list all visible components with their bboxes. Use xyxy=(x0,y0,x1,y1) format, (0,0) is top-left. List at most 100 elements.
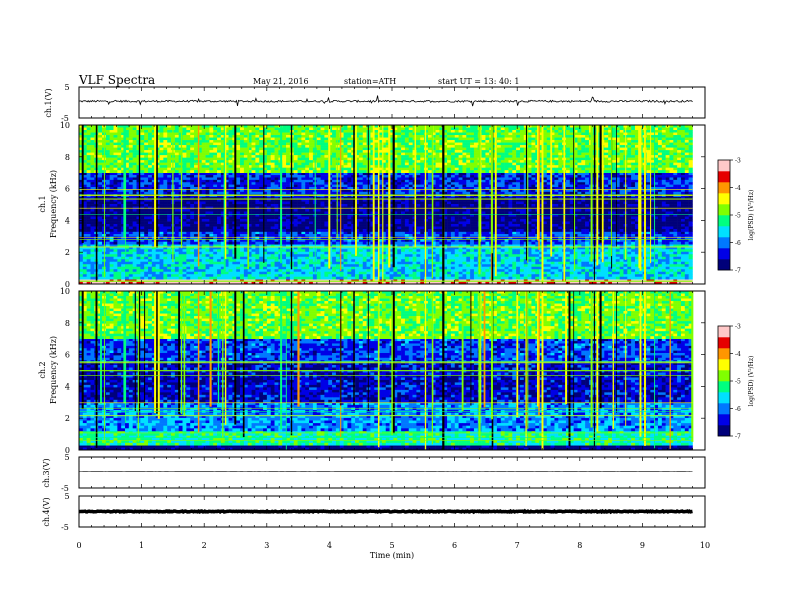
spectrogram-cell xyxy=(335,231,341,235)
spectrogram-cell xyxy=(266,259,272,263)
spectrogram-cell xyxy=(466,211,471,215)
spectrogram-cell xyxy=(569,209,574,212)
spectrogram-cell xyxy=(132,264,137,268)
spectrogram-cell xyxy=(297,269,302,273)
spectrogram-cell xyxy=(79,256,84,260)
spectrogram-cell xyxy=(374,201,379,205)
spectrogram-cell xyxy=(673,234,678,237)
spectrogram-cell xyxy=(301,201,306,205)
spectrogram-cell xyxy=(404,236,410,240)
spectrogram-cell xyxy=(82,266,87,270)
spectrogram-cell xyxy=(646,276,651,280)
spectrogram-cell xyxy=(512,241,517,245)
spectrogram-cell xyxy=(508,234,513,237)
spectrogram-cell xyxy=(374,269,379,273)
spectrogram-cell xyxy=(240,259,245,263)
spectrogram-cell xyxy=(565,236,571,240)
spectrogram-cell xyxy=(90,266,95,270)
spectrogram-cell xyxy=(454,274,459,278)
spectrogram-cell xyxy=(266,219,272,222)
spectrogram-cell xyxy=(673,271,678,275)
spectrogram-cell xyxy=(316,256,321,260)
spectrogram-cell xyxy=(550,264,555,268)
spectrogram-cell xyxy=(485,259,490,263)
spectrogram-cell xyxy=(454,269,459,273)
spectrogram-cell xyxy=(263,276,268,280)
spectrogram-cell xyxy=(167,204,172,207)
spectrogram-cell xyxy=(335,241,341,245)
spectrogram-cell xyxy=(646,271,651,275)
spectrogram-cell xyxy=(167,254,172,258)
spectrogram-cell xyxy=(558,249,563,253)
spectrogram-cell xyxy=(343,211,348,215)
spectrogram-cell xyxy=(266,264,272,268)
spectrogram-cell xyxy=(194,254,199,258)
spectrogram-cell xyxy=(201,201,206,205)
spectrogram-cell xyxy=(470,254,475,258)
spectrogram-cell xyxy=(332,259,337,263)
spectrogram-cell xyxy=(454,276,459,280)
spectrogram-cell xyxy=(500,254,505,258)
spectrogram-cell xyxy=(209,264,214,268)
spectrogram-cell xyxy=(266,209,272,212)
spectrogram-cell xyxy=(627,266,632,270)
spectrogram-cell xyxy=(500,216,505,220)
spectrogram-cell xyxy=(627,211,632,215)
spectrogram-cell xyxy=(174,249,179,253)
spectrogram-cell xyxy=(286,271,291,275)
spectrogram-cell xyxy=(565,256,571,260)
spectrogram-cell xyxy=(128,269,133,273)
spectrogram-cell xyxy=(259,249,264,253)
spectrogram-cell xyxy=(182,276,187,280)
spectrogram-cell xyxy=(205,254,210,258)
spectrogram-cell xyxy=(105,269,110,273)
spectrogram-cell xyxy=(347,209,352,212)
spectrogram-cell xyxy=(627,264,632,268)
spectrogram-cell xyxy=(347,264,352,268)
spectrogram-cell xyxy=(243,276,248,280)
spectrogram-cell xyxy=(201,219,206,222)
spectrogram-cell xyxy=(228,234,233,237)
spectrogram-cell xyxy=(151,254,156,258)
spectrogram-cell xyxy=(519,276,525,280)
spectrogram-cell xyxy=(646,209,651,212)
spectrogram-cell xyxy=(339,271,344,275)
spectrogram-cell xyxy=(343,259,348,263)
spectrogram-cell xyxy=(270,274,275,278)
spectrogram-cell xyxy=(435,274,440,278)
spectrogram-cell xyxy=(190,241,195,245)
spectrogram-cell xyxy=(343,204,348,207)
spectrogram-cell xyxy=(631,201,636,205)
spectrogram-cell xyxy=(519,256,525,260)
spectrogram-cell xyxy=(194,271,199,275)
spectrogram-cell xyxy=(500,241,505,245)
spectrogram-cell xyxy=(585,209,590,212)
spectrogram-cell xyxy=(542,209,548,212)
spectrogram-cell xyxy=(531,249,536,253)
spectrogram-cell xyxy=(661,209,666,212)
spectrogram-cell xyxy=(144,276,149,280)
spectrogram-cell xyxy=(332,204,337,207)
spectrogram-cell xyxy=(512,271,517,275)
spectrogram-cell xyxy=(320,236,325,240)
spectrogram-cell xyxy=(201,259,206,263)
spectrogram-cell xyxy=(259,216,264,220)
spectrogram-cell xyxy=(316,201,321,205)
spectrogram-cell xyxy=(82,256,87,260)
spectrogram-cell xyxy=(213,266,218,270)
spectrogram-cell xyxy=(596,269,601,273)
spectrogram-cell xyxy=(293,209,298,212)
spectrogram-cell xyxy=(316,204,321,207)
spectrogram-cell xyxy=(454,266,459,270)
spectrogram-cell xyxy=(213,216,218,220)
spectrogram-cell xyxy=(581,241,586,245)
spectrogram-cell xyxy=(427,231,433,235)
spectrogram-cell xyxy=(408,204,413,207)
spectrogram-cell xyxy=(148,269,153,273)
spectrogram-cell xyxy=(554,251,559,255)
spectrogram-cell xyxy=(82,271,87,275)
spectrogram-cell xyxy=(136,266,141,270)
spectrogram-cell xyxy=(82,251,87,255)
spectrogram-cell xyxy=(447,236,452,240)
spectrogram-cell xyxy=(190,216,195,220)
